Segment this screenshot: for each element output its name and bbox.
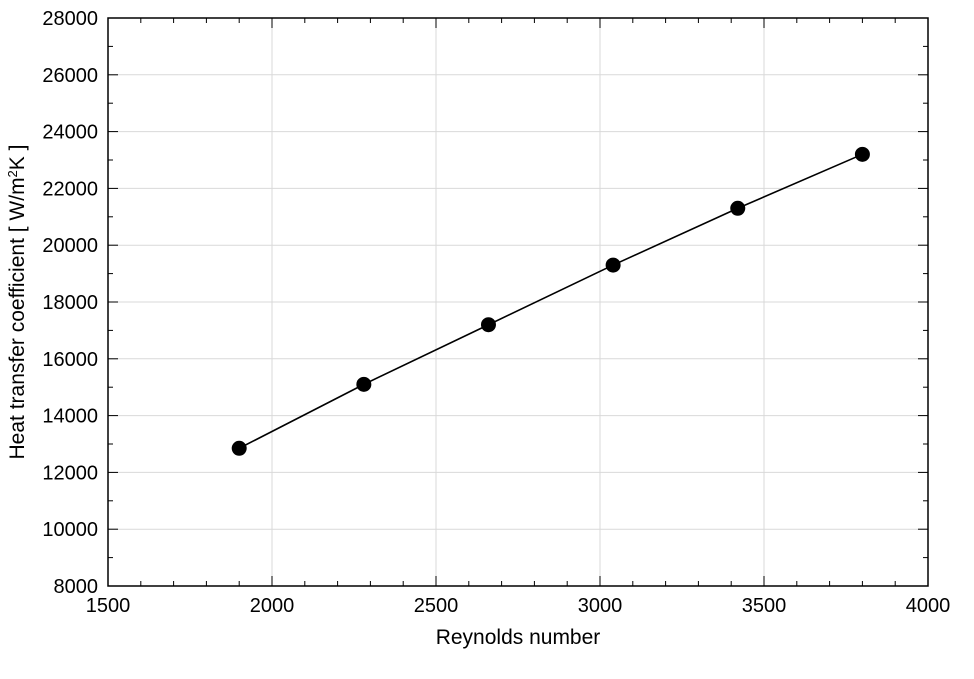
y-tick-label: 10000 (42, 519, 98, 541)
y-tick-label: 18000 (42, 292, 98, 314)
x-tick-label: 4000 (906, 595, 951, 617)
y-tick-label: 8000 (54, 576, 99, 598)
y-tick-label: 16000 (42, 349, 98, 371)
y-tick-label: 26000 (42, 65, 98, 87)
data-point (731, 201, 745, 215)
x-axis-label: Reynolds number (436, 626, 601, 649)
data-point (606, 258, 620, 272)
y-axis-label: Heat transfer coefficient [ W/m2K ] (5, 145, 30, 460)
data-point (855, 147, 869, 161)
data-point (232, 441, 246, 455)
y-tick-label: 14000 (42, 406, 98, 428)
x-tick-label: 2000 (250, 595, 295, 617)
x-tick-label: 3000 (578, 595, 623, 617)
y-tick-label: 24000 (42, 122, 98, 144)
data-point (357, 377, 371, 391)
x-tick-label: 1500 (86, 595, 131, 617)
scatter-line-chart: 1500 2000 2500 3000 3500 4000 8000 10000 12000 14… (0, 0, 974, 679)
y-tick-label: 12000 (42, 462, 98, 484)
x-tick-label: 3500 (742, 595, 787, 617)
x-tick-label: 2500 (414, 595, 459, 617)
y-tick-label: 28000 (42, 8, 98, 30)
y-tick-label: 22000 (42, 178, 98, 200)
y-tick-label: 20000 (42, 235, 98, 257)
chart-container: 1500 2000 2500 3000 3500 4000 8000 10000 12000 14… (0, 0, 974, 679)
data-point (481, 318, 495, 332)
